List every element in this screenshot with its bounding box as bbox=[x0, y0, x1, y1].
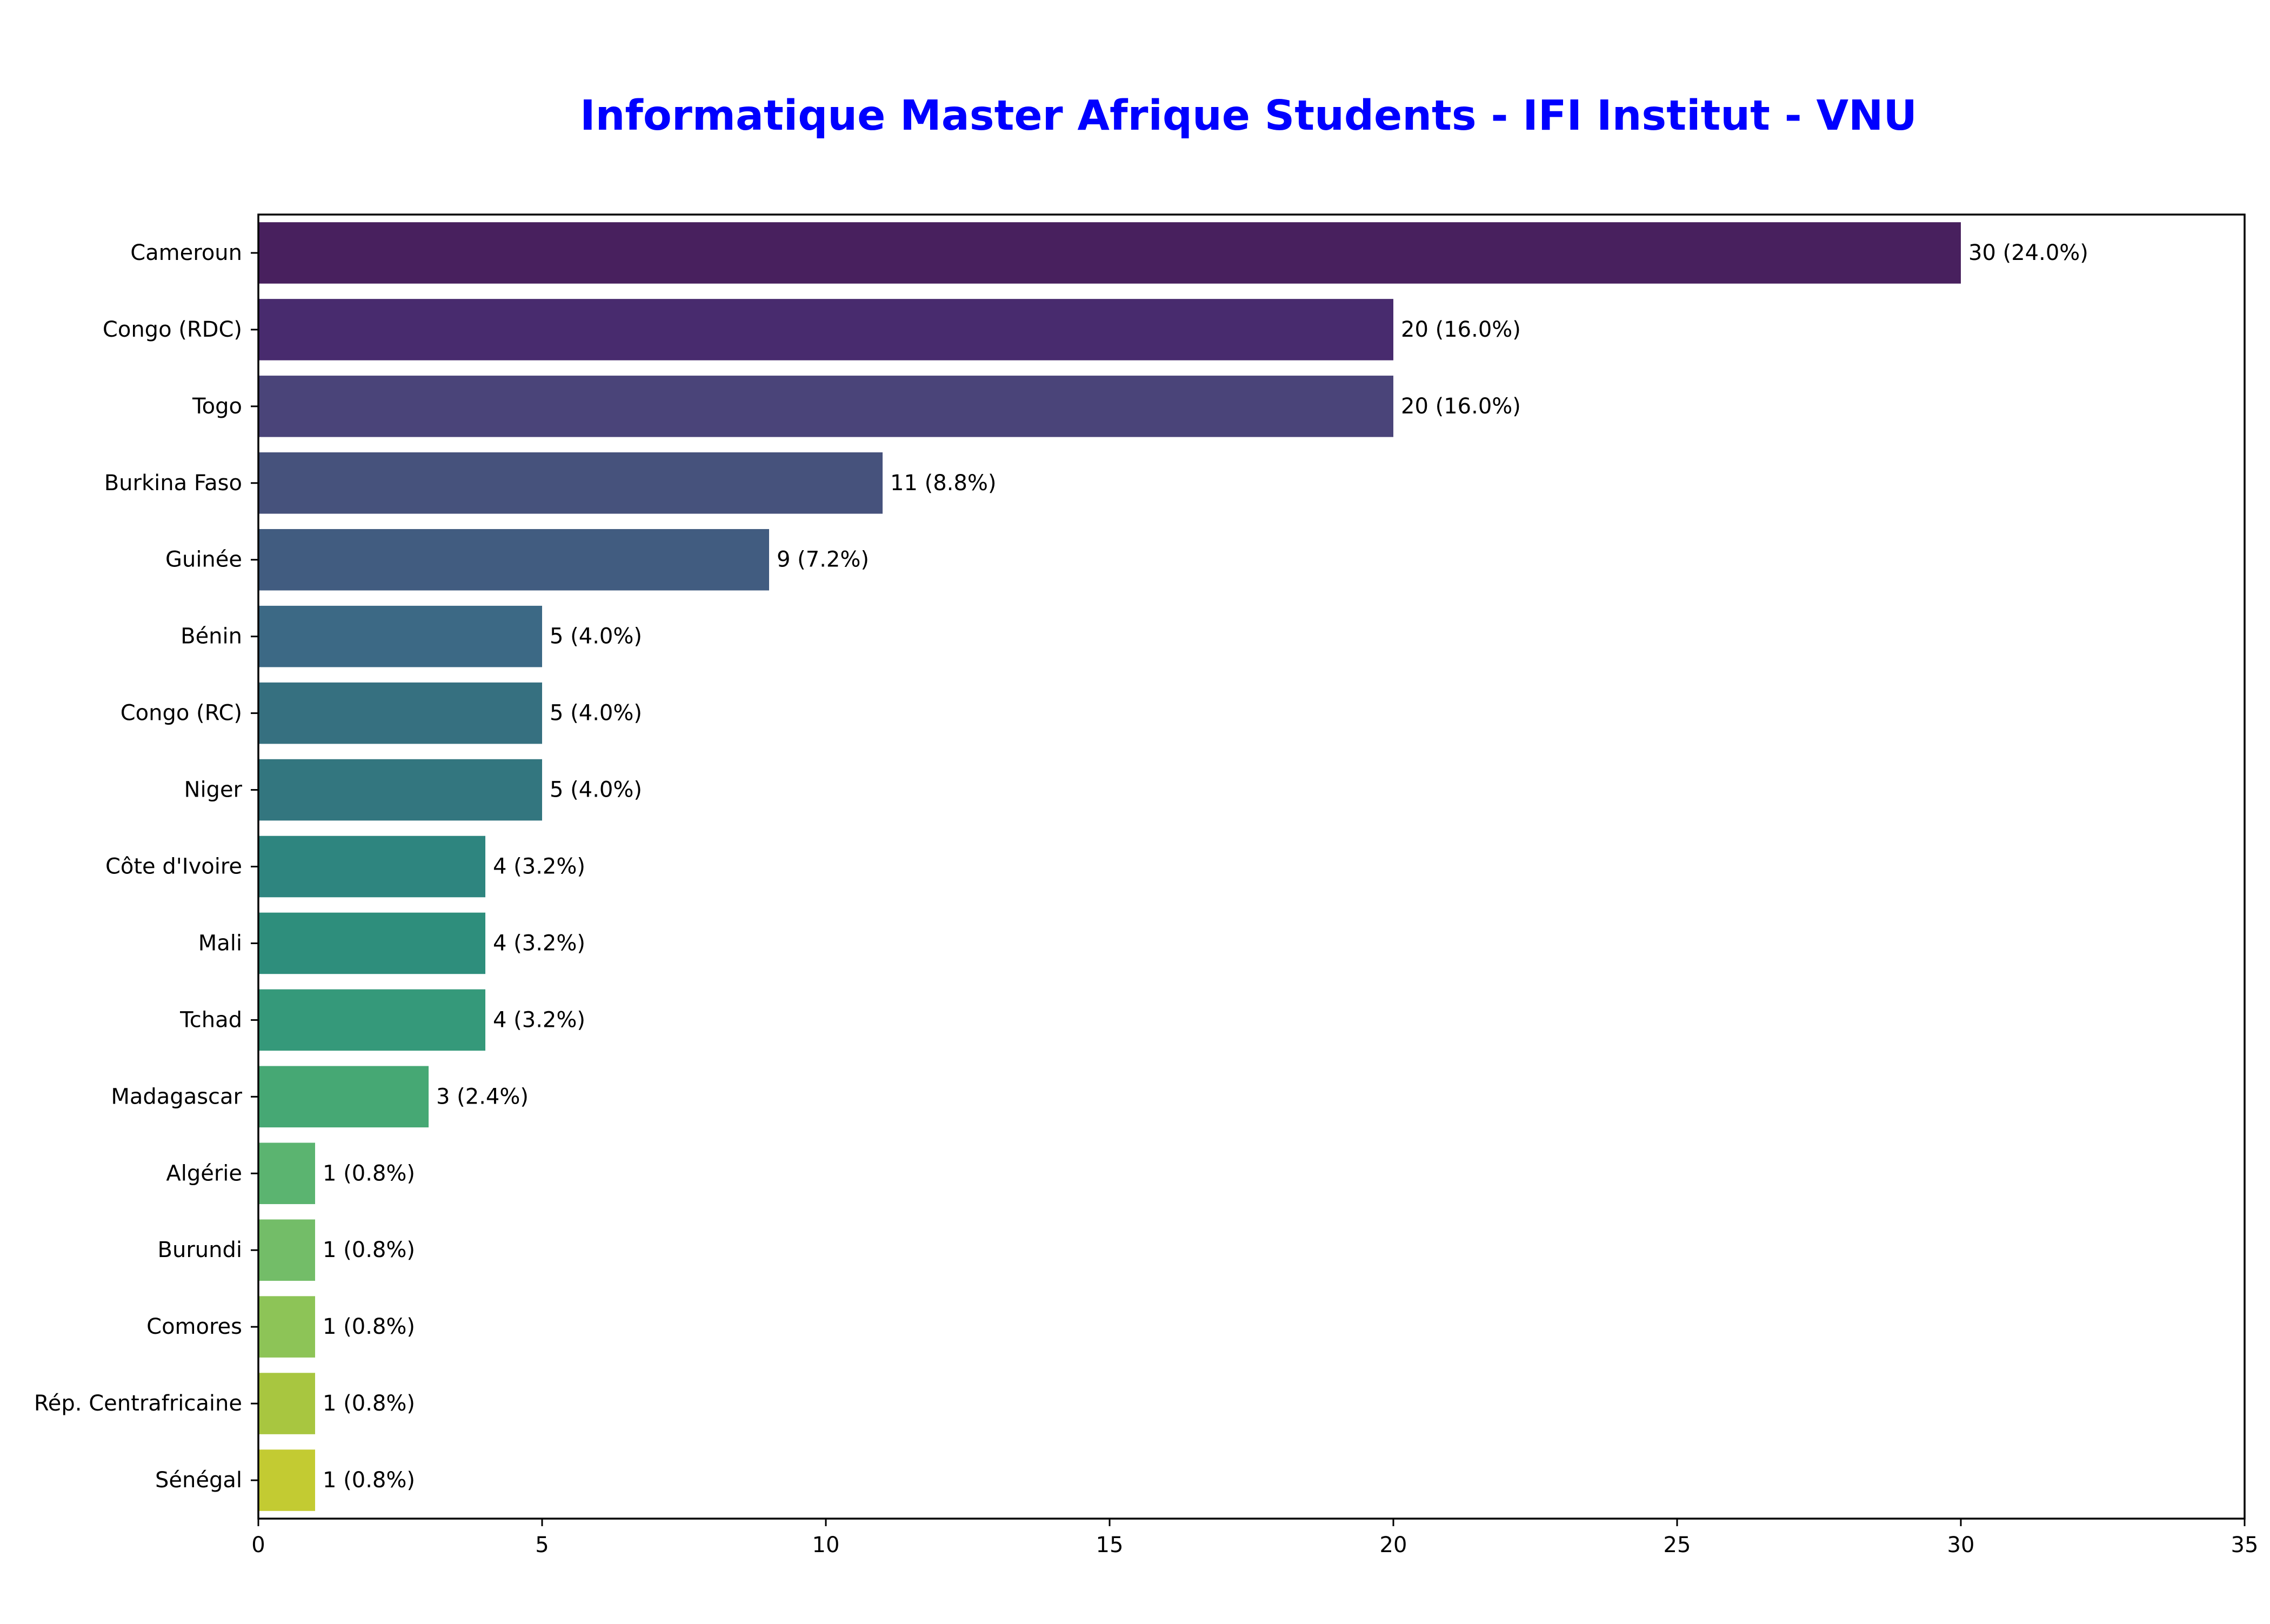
data-label: 1 (0.8%) bbox=[323, 1391, 415, 1416]
data-label: 1 (0.8%) bbox=[323, 1238, 415, 1262]
data-label: 1 (0.8%) bbox=[323, 1161, 415, 1186]
x-tick-label: 0 bbox=[251, 1533, 265, 1558]
bar bbox=[258, 1373, 315, 1434]
bar bbox=[258, 1142, 315, 1205]
bar bbox=[258, 605, 542, 667]
category-label: Côte d'Ivoire bbox=[105, 854, 242, 879]
x-tick-label: 15 bbox=[1096, 1533, 1124, 1558]
bar bbox=[258, 1296, 315, 1358]
bar bbox=[258, 1066, 429, 1128]
chart-title: Informatique Master Afrique Students - I… bbox=[580, 92, 1917, 140]
bar bbox=[258, 529, 769, 591]
data-label: 1 (0.8%) bbox=[323, 1314, 415, 1339]
category-label: Mali bbox=[198, 931, 242, 955]
category-label: Sénégal bbox=[155, 1468, 242, 1493]
data-labels: 30 (24.0%) 20 (16.0%) 20 (16.0%) 11 (8.8%) 9… bbox=[323, 240, 2088, 1493]
category-label: Niger bbox=[184, 778, 243, 803]
bar bbox=[258, 912, 485, 974]
data-label: 5 (4.0%) bbox=[550, 624, 642, 649]
plot-frame bbox=[257, 213, 2246, 1520]
bar bbox=[258, 1219, 315, 1281]
bar bbox=[258, 299, 1393, 360]
bars-layer bbox=[258, 222, 1961, 1511]
category-label: Bénin bbox=[181, 624, 242, 649]
bar bbox=[258, 836, 485, 898]
x-tick-label: 30 bbox=[1947, 1533, 1975, 1558]
category-labels: Cameroun Congo (RDC) Togo Burkina Faso Guiné… bbox=[34, 240, 258, 1493]
data-label: 9 (7.2%) bbox=[777, 547, 869, 572]
x-tick-label: 25 bbox=[1664, 1533, 1691, 1558]
category-label: Tchad bbox=[179, 1007, 242, 1032]
data-label: 20 (16.0%) bbox=[1401, 317, 1521, 342]
bar bbox=[258, 1449, 315, 1511]
category-label: Burundi bbox=[158, 1238, 242, 1262]
x-tick-label: 35 bbox=[2231, 1533, 2259, 1558]
category-label: Burkina Faso bbox=[104, 471, 242, 496]
data-label: 4 (3.2%) bbox=[493, 854, 585, 879]
category-label: Rép. Centrafricaine bbox=[34, 1391, 242, 1416]
bar bbox=[258, 989, 485, 1051]
data-label: 5 (4.0%) bbox=[550, 778, 642, 803]
data-label: 30 (24.0%) bbox=[1968, 240, 2088, 265]
bar bbox=[258, 376, 1393, 437]
x-axis: 0 5 10 15 20 25 30 35 bbox=[251, 1519, 2258, 1558]
data-label: 1 (0.8%) bbox=[323, 1468, 415, 1493]
x-tick-label: 10 bbox=[812, 1533, 840, 1558]
bar bbox=[258, 222, 1961, 284]
category-label: Congo (RC) bbox=[121, 701, 242, 726]
x-tick-label: 5 bbox=[535, 1533, 549, 1558]
category-label: Togo bbox=[192, 394, 242, 419]
data-label: 3 (2.4%) bbox=[436, 1084, 529, 1109]
category-label: Madagascar bbox=[111, 1084, 242, 1109]
bar bbox=[258, 759, 542, 821]
data-label: 5 (4.0%) bbox=[550, 701, 642, 726]
category-label: Cameroun bbox=[130, 240, 242, 265]
bar bbox=[258, 682, 542, 744]
x-tick-label: 20 bbox=[1380, 1533, 1407, 1558]
category-label: Algérie bbox=[166, 1161, 242, 1186]
category-label: Comores bbox=[146, 1314, 242, 1339]
category-label: Guinée bbox=[165, 547, 242, 572]
data-label: 4 (3.2%) bbox=[493, 931, 585, 955]
data-label: 4 (3.2%) bbox=[493, 1007, 585, 1032]
category-label: Congo (RDC) bbox=[103, 317, 242, 342]
bar bbox=[258, 452, 883, 514]
data-label: 11 (8.8%) bbox=[890, 471, 996, 496]
data-label: 20 (16.0%) bbox=[1401, 394, 1521, 419]
